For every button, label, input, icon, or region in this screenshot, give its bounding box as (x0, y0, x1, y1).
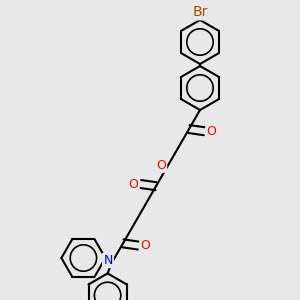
Text: O: O (206, 125, 216, 138)
Text: O: O (156, 159, 166, 172)
Text: O: O (129, 178, 139, 190)
Text: O: O (140, 239, 150, 252)
Text: Br: Br (192, 5, 208, 19)
Text: N: N (103, 254, 113, 267)
